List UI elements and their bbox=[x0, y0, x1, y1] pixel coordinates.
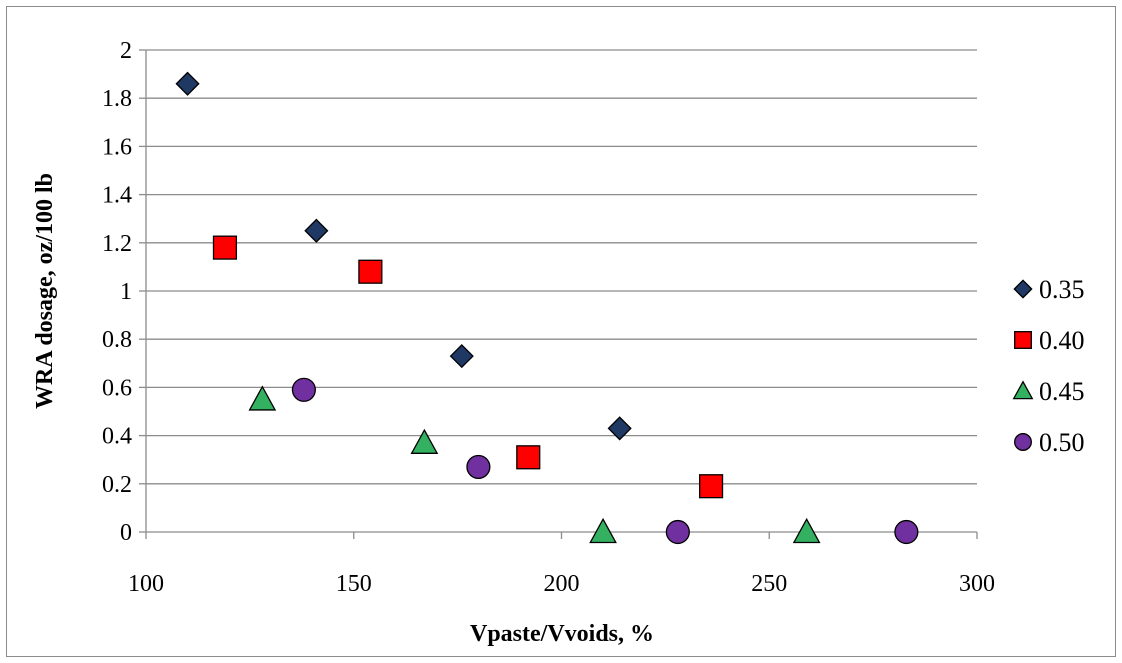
y-tick-label: 0.4 bbox=[102, 424, 132, 450]
y-tick-label: 0.2 bbox=[102, 472, 132, 498]
grid-lines bbox=[139, 49, 977, 533]
legend-marker-0.50 bbox=[1014, 433, 1032, 451]
legend-marker-0.45 bbox=[1012, 380, 1034, 400]
y-tick-label: 0.8 bbox=[102, 327, 132, 353]
x-tick-label: 150 bbox=[336, 571, 372, 597]
point-series-0.50 bbox=[894, 519, 919, 545]
chart-frame bbox=[6, 6, 1116, 657]
point-series-0.50 bbox=[466, 454, 491, 480]
point-series-0.45 bbox=[410, 428, 439, 454]
point-series-0.40 bbox=[212, 235, 238, 260]
point-series-0.45 bbox=[248, 385, 277, 411]
x-axis-title: Vpaste/Vvoids, % bbox=[470, 621, 654, 647]
point-series-0.40 bbox=[516, 445, 541, 470]
axes bbox=[145, 50, 978, 539]
point-series-0.40 bbox=[698, 474, 724, 499]
point-series-0.50 bbox=[665, 519, 690, 545]
legend-label: 0.45 bbox=[1039, 377, 1085, 406]
point-series-0.50 bbox=[291, 377, 316, 402]
x-tick-labels: 100 150 200 250 300 bbox=[128, 571, 995, 597]
y-tick-label: 1.2 bbox=[102, 231, 132, 257]
legend-label: 0.40 bbox=[1039, 326, 1085, 355]
point-series-0.40 bbox=[358, 259, 383, 284]
legend-label: 0.50 bbox=[1039, 428, 1085, 457]
y-tick-label: 0.6 bbox=[102, 375, 132, 401]
legend-label: 0.35 bbox=[1039, 275, 1085, 304]
point-series-0.45 bbox=[589, 517, 617, 544]
point-series-0.45 bbox=[792, 517, 821, 544]
x-tick-label: 300 bbox=[959, 571, 995, 597]
legend-marker-0.40 bbox=[1014, 331, 1032, 349]
x-tick-label: 100 bbox=[128, 571, 164, 597]
point-series-0.35 bbox=[175, 71, 200, 96]
y-tick-label: 1.4 bbox=[102, 183, 132, 209]
legend-marker-0.35 bbox=[1013, 279, 1033, 299]
x-tick-label: 200 bbox=[544, 571, 580, 597]
y-axis-title: WRA dosage, oz/100 lb bbox=[32, 173, 58, 409]
y-tick-label: 1.6 bbox=[102, 134, 132, 160]
point-series-0.35 bbox=[607, 416, 632, 441]
point-series-0.35 bbox=[449, 343, 474, 369]
y-tick-label: 1.8 bbox=[102, 86, 132, 112]
point-series-0.35 bbox=[304, 218, 329, 243]
y-tick-label: 0 bbox=[120, 520, 132, 546]
y-tick-labels: 0 0.2 0.4 0.6 0.8 1 1.2 1.4 1.6 1.8 2 bbox=[102, 38, 132, 546]
legend: 0.35 0.40 0.45 0.50 bbox=[1012, 275, 1085, 457]
y-tick-label: 2 bbox=[120, 38, 132, 64]
data-points bbox=[175, 71, 919, 545]
y-tick-label: 1 bbox=[120, 279, 132, 305]
x-tick-label: 250 bbox=[751, 571, 787, 597]
